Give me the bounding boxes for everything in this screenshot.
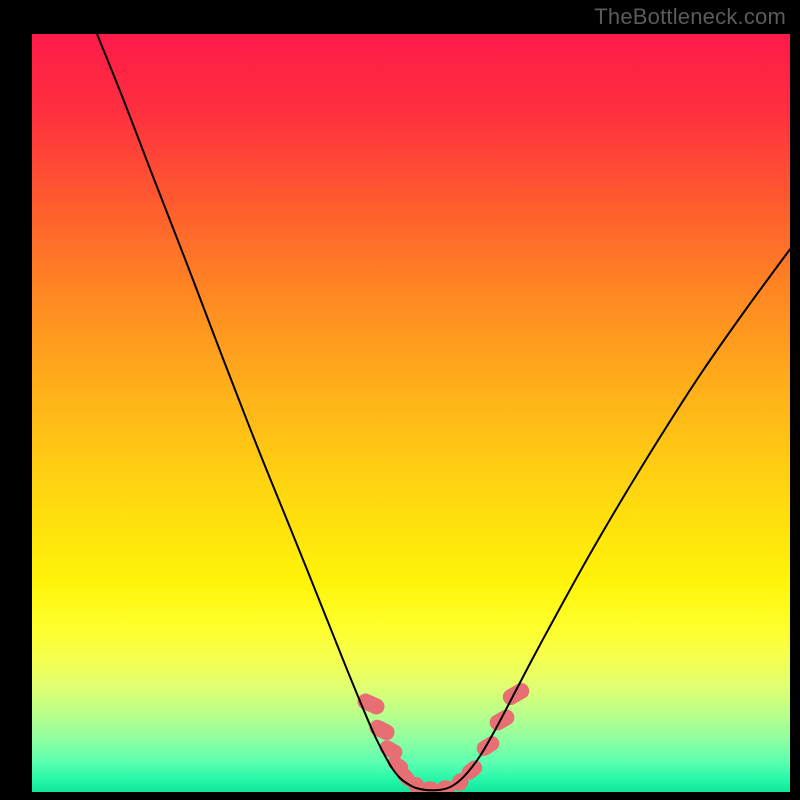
- watermark-text: TheBottleneck.com: [594, 4, 786, 30]
- chart-svg: [32, 34, 790, 792]
- plot-area: [32, 34, 790, 792]
